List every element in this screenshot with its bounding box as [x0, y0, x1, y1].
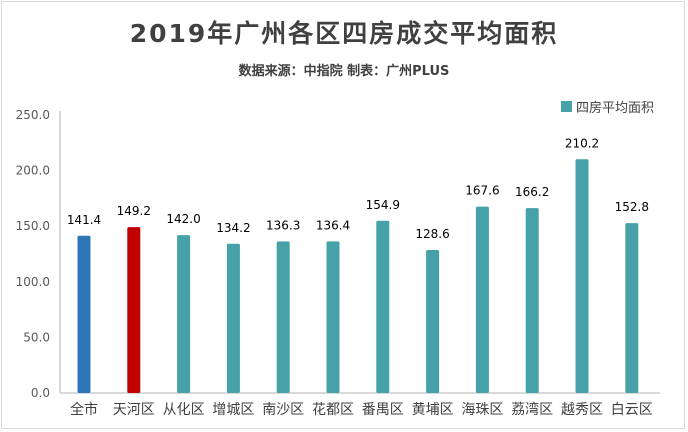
data-label: 134.2: [216, 221, 250, 235]
data-label: 128.6: [415, 227, 449, 241]
x-tick-label: 荔湾区: [511, 401, 553, 418]
chart-subtitle: 数据来源：中指院 制表：广州PLUS: [238, 64, 450, 79]
x-tick-label: 增城区: [212, 402, 254, 418]
data-label: 166.2: [515, 185, 549, 199]
data-label: 210.2: [565, 136, 599, 150]
bar-番禺区: [376, 220, 390, 393]
x-tick-label: 全市: [70, 401, 98, 418]
data-label: 136.4: [316, 218, 350, 232]
x-tick-label: 从化区: [163, 402, 205, 418]
bar-花都区: [326, 241, 340, 393]
x-tick-label: 越秀区: [561, 402, 603, 418]
x-tick-label: 南沙区: [262, 402, 304, 418]
data-label: 149.2: [117, 204, 151, 218]
bar-天河区: [127, 227, 141, 393]
y-tick-label: 250.0: [16, 108, 50, 122]
y-tick-label: 0.0: [31, 386, 50, 400]
bar-越秀区: [575, 159, 589, 393]
y-tick-label: 200.0: [16, 164, 50, 178]
data-label: 136.3: [266, 218, 300, 232]
bar-海珠区: [475, 206, 489, 393]
x-tick-label: 黄埔区: [412, 401, 454, 418]
x-tick-label: 花都区: [312, 402, 354, 418]
bar-白云区: [625, 223, 639, 393]
chart-title: 2019年广州各区四房成交平均面积: [129, 19, 559, 48]
data-label: 142.0: [166, 212, 200, 226]
bar-荔湾区: [525, 208, 539, 393]
x-tick-label: 白云区: [611, 402, 653, 418]
legend: 四房平均面积: [561, 97, 654, 116]
bar-南沙区: [276, 241, 290, 393]
bar-黄埔区: [426, 249, 440, 393]
y-tick-label: 100.0: [16, 275, 50, 289]
data-label: 154.9: [366, 198, 400, 212]
x-tick-label: 番禺区: [362, 402, 404, 418]
y-tick-label: 150.0: [16, 219, 50, 233]
bar-增城区: [226, 243, 240, 393]
legend-label: 四房平均面积: [576, 101, 655, 116]
bar-全市: [77, 235, 91, 393]
legend-swatch: [561, 101, 572, 112]
y-tick-label: 50.0: [23, 330, 50, 344]
x-tick-label: 海珠区: [461, 402, 503, 418]
data-label: 141.4: [67, 213, 101, 227]
x-tick-label: 天河区: [113, 402, 155, 418]
bar-从化区: [177, 235, 191, 393]
data-label: 167.6: [465, 184, 499, 198]
data-label: 152.8: [615, 200, 649, 214]
